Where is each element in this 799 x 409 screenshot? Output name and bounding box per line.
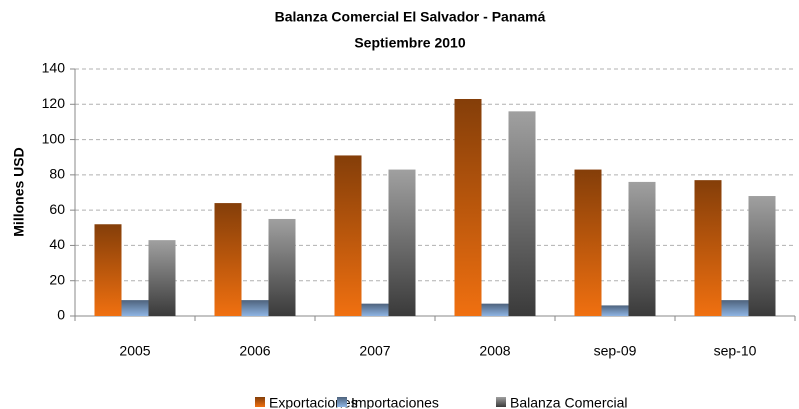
y-tick-label: 80 (49, 166, 65, 182)
bar (388, 169, 416, 316)
x-tick-label: sep-10 (714, 343, 757, 359)
y-tick-label: 60 (49, 201, 65, 217)
bar (481, 303, 509, 316)
x-tick-label: 2008 (479, 343, 510, 359)
bar (601, 305, 629, 316)
x-tick-label: sep-09 (594, 343, 637, 359)
bar (454, 98, 482, 316)
y-tick-label: 20 (49, 271, 65, 287)
bar (628, 181, 656, 316)
y-tick-label: 0 (57, 307, 65, 323)
bar (214, 203, 242, 316)
bar (268, 218, 296, 316)
bar (574, 169, 602, 316)
x-tick-label: 2006 (239, 343, 270, 359)
legend-label: Importaciones (351, 395, 439, 409)
chart-subtitle: Septiembre 2010 (354, 35, 465, 51)
bar (748, 196, 776, 316)
bar (721, 300, 749, 316)
bar (121, 300, 149, 316)
y-axis-label: Millones USD (11, 147, 27, 236)
legend-swatch (255, 397, 265, 407)
chart-title: Balanza Comercial El Salvador - Panamá (275, 9, 546, 25)
y-tick-label: 40 (49, 236, 65, 252)
bar (334, 155, 362, 316)
bar (694, 180, 722, 316)
legend-swatch (496, 397, 506, 407)
legend-label: Balanza Comercial (510, 395, 628, 409)
bar (508, 111, 536, 316)
bar (361, 303, 389, 316)
legend-label: Exportaciones (269, 395, 358, 409)
bar (94, 224, 122, 316)
bar (241, 300, 269, 316)
bar (148, 240, 176, 316)
legend-swatch (337, 397, 347, 407)
x-tick-label: 2007 (359, 343, 390, 359)
y-tick-label: 120 (42, 95, 66, 111)
y-tick-label: 100 (42, 130, 66, 146)
x-tick-label: 2005 (119, 343, 150, 359)
y-tick-label: 140 (42, 60, 66, 76)
